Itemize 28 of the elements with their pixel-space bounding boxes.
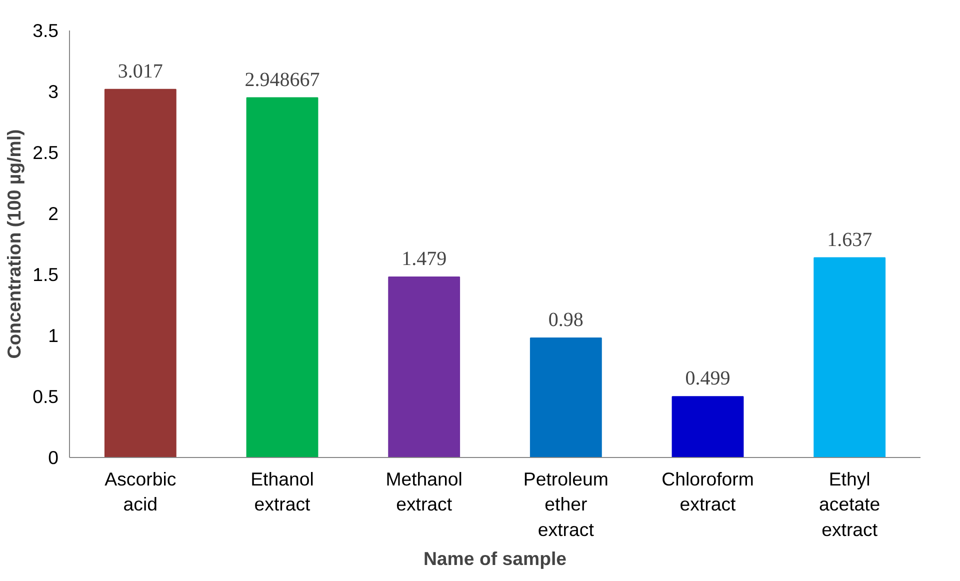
x-tick-label: Methanol extract	[386, 468, 462, 515]
x-tick-label: Ethyl acetate extract	[818, 468, 880, 540]
bar	[388, 276, 460, 458]
y-tick-label: 0	[48, 447, 59, 468]
y-tick-label: 0.5	[32, 386, 59, 407]
y-tick-label: 2	[48, 203, 59, 224]
y-tick-label: 3.5	[32, 20, 59, 41]
x-axis-title: Name of sample	[423, 548, 567, 569]
data-label: 1.637	[827, 228, 872, 251]
bar	[246, 97, 318, 458]
bar	[104, 88, 176, 458]
data-label: 2.948667	[244, 68, 320, 91]
data-label: 1.479	[402, 248, 447, 270]
y-tick-label: 3	[48, 81, 59, 102]
y-tick-label: 2.5	[32, 142, 59, 163]
bar	[814, 257, 886, 458]
x-tick-label: Ascorbic acid	[104, 468, 176, 515]
x-tick-label: Ethanol extract	[250, 468, 314, 515]
y-axis-title: Concentration (100 µg/ml)	[4, 129, 25, 359]
data-label: 3.017	[118, 60, 163, 82]
x-tick-label: Petroleum ether extract	[523, 468, 608, 540]
x-tick-label: Chloroform extract	[662, 468, 754, 515]
bar	[672, 396, 744, 458]
data-label: 0.98	[548, 308, 584, 331]
y-tick-label: 1	[48, 325, 59, 346]
data-label: 0.499	[685, 368, 730, 390]
bar	[530, 337, 602, 458]
y-tick-label: 1.5	[32, 264, 59, 285]
